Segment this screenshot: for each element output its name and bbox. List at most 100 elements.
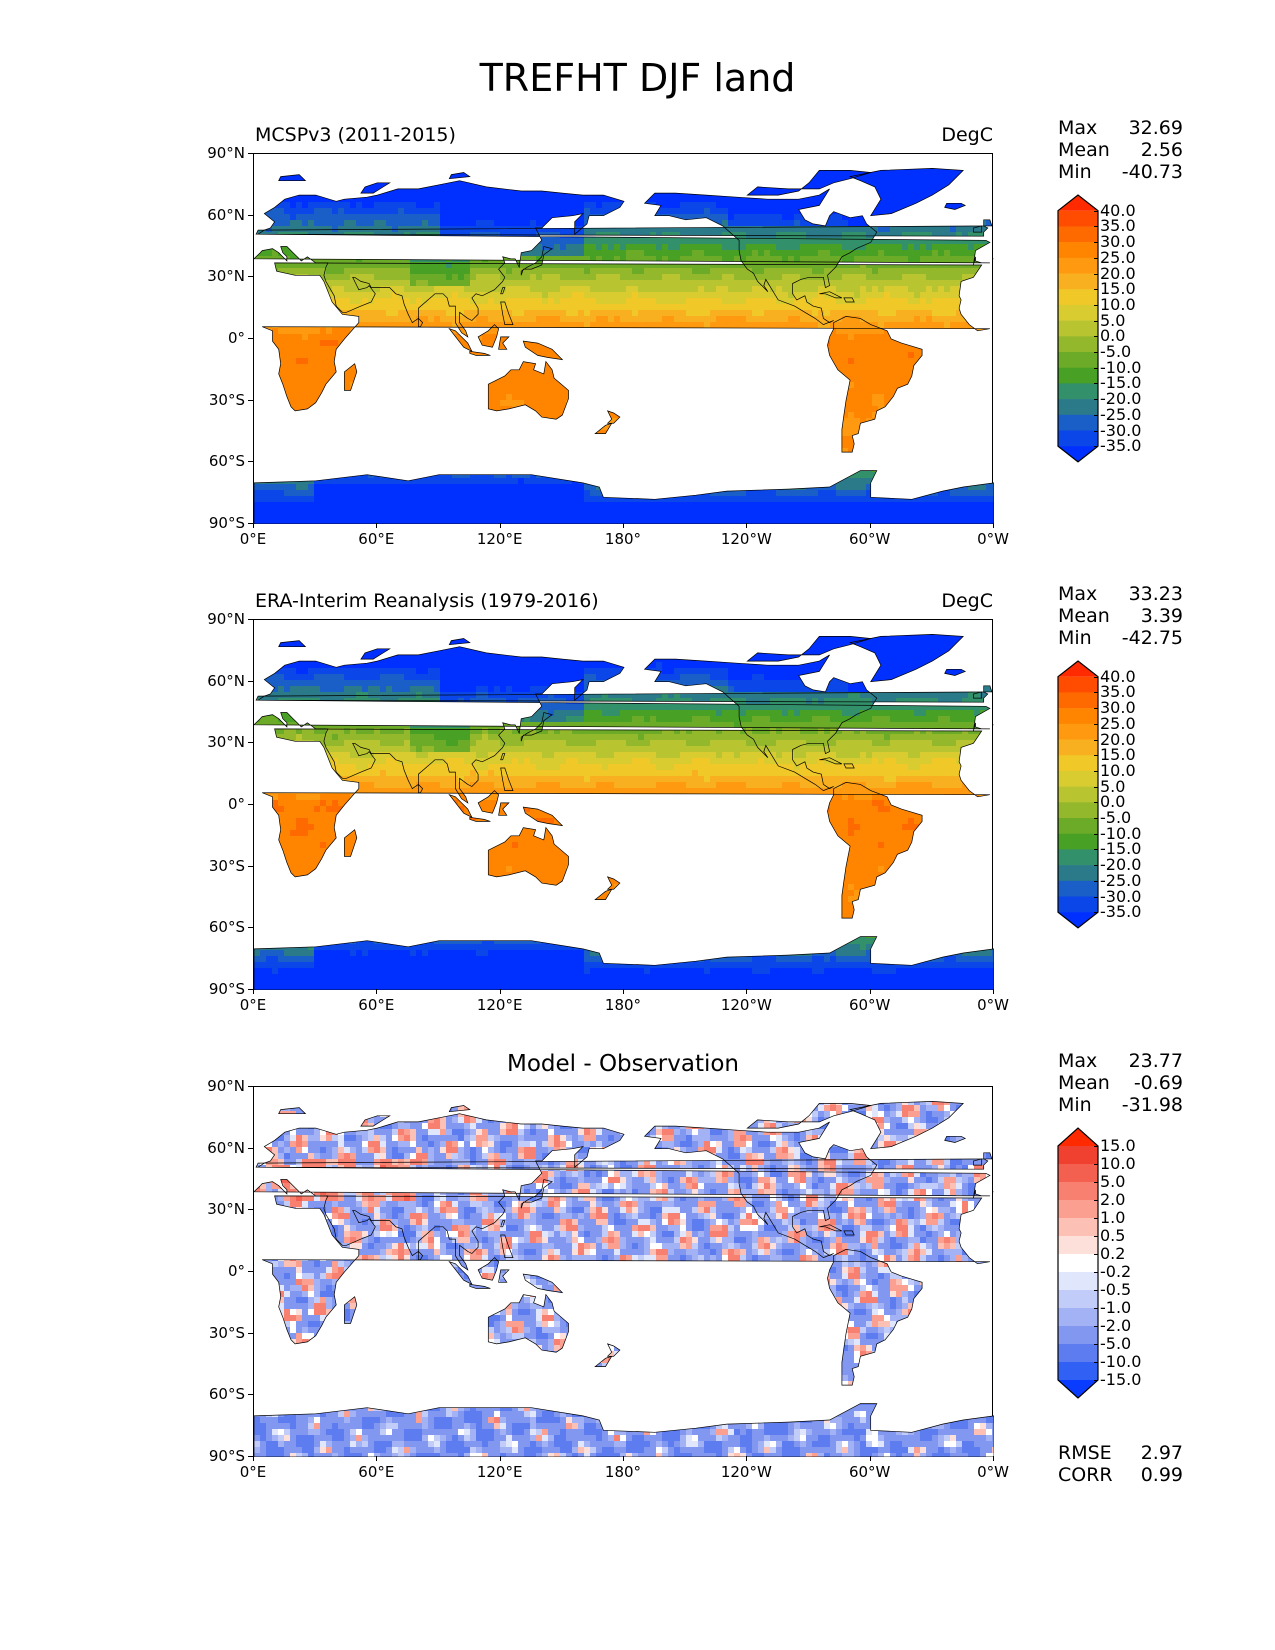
map-panel — [253, 153, 994, 524]
colorbar-swatch — [1058, 414, 1098, 431]
colorbar-tick — [1094, 1272, 1098, 1273]
stat-row: Mean 3.39 — [1058, 605, 1183, 627]
colorbar-swatch — [1058, 708, 1098, 725]
x-tick-label: 60°W — [830, 530, 910, 548]
colorbar-tick-label: -1.0 — [1100, 1300, 1131, 1316]
tick-mark — [993, 523, 994, 528]
coastline-severnaya — [448, 1105, 471, 1113]
tick-mark — [253, 523, 254, 528]
colorbar-tick — [1094, 1200, 1098, 1201]
coastline-nz2 — [594, 1355, 613, 1367]
colorbar-tick — [1094, 802, 1098, 804]
y-tick-label: 60°S — [163, 918, 245, 936]
colorbar-tick-label: 0.0 — [1100, 794, 1125, 810]
colorbar-tick-label: 35.0 — [1100, 684, 1136, 700]
y-tick-label: 30°S — [163, 1324, 245, 1342]
coastline-northamerica — [643, 654, 878, 791]
x-tick-label: 180° — [583, 530, 663, 548]
units-label: DegC — [793, 124, 993, 146]
colorbar-tick — [1094, 289, 1098, 291]
colorbar-tick — [1094, 818, 1098, 819]
coastline-sulawesi — [498, 802, 510, 816]
tick-mark — [248, 153, 253, 154]
coastline-ireland — [973, 225, 983, 233]
map-panel — [253, 1086, 994, 1457]
colorbar-tick — [1094, 1236, 1098, 1237]
tick-mark — [248, 461, 253, 463]
colorbar-swatch — [1058, 1236, 1098, 1255]
coastline-philippines — [500, 1234, 514, 1258]
colorbar-tick — [1094, 1218, 1098, 1219]
colorbar-tick — [1094, 880, 1098, 882]
stat-value: 2.97 — [1141, 1442, 1183, 1464]
x-tick-label: 0°W — [953, 996, 1033, 1014]
stat-row: CORR 0.99 — [1058, 1464, 1183, 1486]
colorbar-swatch — [1058, 226, 1098, 243]
y-tick-label: 60°N — [163, 1139, 245, 1157]
colorbar-tick-label: -15.0 — [1100, 1372, 1141, 1388]
colorbar-tick-label: -15.0 — [1100, 375, 1141, 391]
colorbar-tick-label: 25.0 — [1100, 249, 1136, 266]
y-tick-label: 90°S — [163, 980, 245, 998]
colorbar-tick-label: -20.0 — [1100, 391, 1141, 407]
colorbar-tick-label: -10.0 — [1100, 1354, 1141, 1370]
tick-mark — [376, 989, 378, 994]
colorbar-tick — [1094, 1344, 1098, 1345]
land-field — [254, 634, 994, 990]
colorbar-swatch — [1058, 1254, 1098, 1273]
stat-row: Max 32.69 — [1058, 117, 1183, 139]
colorbar-tick — [1094, 273, 1098, 275]
coastline-southamerica — [827, 782, 923, 919]
coastline-canarctic — [746, 1103, 871, 1129]
coastline-madagascar — [344, 363, 358, 391]
colorbar — [1057, 660, 1099, 929]
stat-label: CORR — [1058, 1464, 1113, 1486]
x-tick-label: 0°E — [213, 1463, 293, 1481]
colorbar-tick — [1094, 1290, 1098, 1291]
coastline-canarctic — [746, 170, 871, 196]
colorbar-tick-label: -35.0 — [1100, 904, 1141, 920]
coastline-ireland — [973, 1158, 983, 1166]
colorbar-tick — [1094, 1362, 1098, 1363]
tick-mark — [248, 1394, 253, 1396]
tick-mark — [248, 276, 253, 278]
coastline-africa — [262, 1195, 990, 1345]
stat-row: Min -31.98 — [1058, 1094, 1183, 1116]
tick-mark — [376, 1456, 378, 1461]
coastline-nz2 — [594, 422, 613, 434]
colorbar-swatch — [1058, 739, 1098, 756]
coastline-taiwan — [500, 287, 506, 295]
colorbar-swatch — [1058, 1344, 1098, 1363]
colorbar-tick-label: -25.0 — [1100, 406, 1141, 423]
colorbar-tick — [1094, 320, 1098, 322]
colorbar-tick-label: -10.0 — [1100, 825, 1141, 842]
colorbar-swatch — [1058, 430, 1098, 447]
colorbar-swatch — [1058, 786, 1098, 803]
colorbar-swatch — [1058, 833, 1098, 850]
coastline-madagascar — [344, 1296, 358, 1324]
stat-label: Mean — [1058, 139, 1110, 161]
y-tick-label: 0° — [163, 795, 245, 813]
coastline-svalbard — [278, 640, 307, 648]
colorbar-swatch — [1058, 1362, 1098, 1381]
tick-mark — [248, 865, 253, 867]
stat-value: 23.77 — [1129, 1050, 1183, 1072]
tick-mark — [248, 1271, 253, 1272]
tick-mark — [869, 523, 871, 528]
coastline-severnaya — [448, 172, 471, 180]
tick-mark — [248, 214, 253, 216]
colorbar-tick — [1094, 446, 1098, 448]
coastline-cuba — [819, 1224, 843, 1232]
colorbar-tick — [1094, 849, 1098, 851]
colorbar-tick — [1094, 692, 1098, 694]
stat-row: Mean -0.69 — [1058, 1072, 1183, 1094]
stat-row: Max 23.77 — [1058, 1050, 1183, 1072]
colorbar-swatch — [1058, 676, 1098, 693]
colorbar-swatch — [1058, 817, 1098, 834]
panel-title: MCSPv3 (2011-2015) — [255, 124, 456, 146]
colorbar-swatch — [1058, 723, 1098, 740]
coastline-australia — [487, 1293, 569, 1353]
coastlines — [254, 1101, 994, 1457]
x-tick-label: 120°E — [460, 1463, 540, 1481]
colorbar-tick — [1094, 770, 1098, 772]
